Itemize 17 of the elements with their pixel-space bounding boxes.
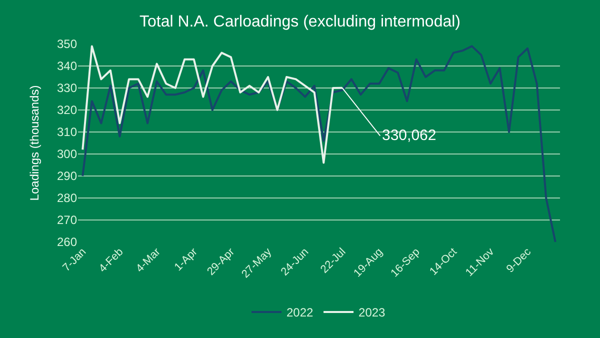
y-tick-label: 290 [56, 169, 78, 184]
legend-label: 2023 [358, 306, 386, 320]
y-tick-label: 350 [56, 37, 78, 52]
y-axis-title: Loadings (thousands) [27, 85, 42, 201]
chart-title: Total N.A. Carloadings (excluding intermodal) [139, 13, 461, 30]
y-tick-label: 330 [56, 81, 78, 96]
annotation: 330,062 [382, 127, 436, 144]
y-tick-label: 280 [56, 191, 78, 206]
y-tick-label: 310 [56, 125, 78, 140]
y-tick-label: 260 [56, 235, 78, 250]
y-tick-label: 340 [56, 59, 78, 74]
line-series [82, 45, 556, 242]
y-tick-label: 270 [56, 213, 78, 228]
y-tick-label: 300 [56, 147, 78, 162]
line-series [82, 45, 344, 164]
y-tick-label: 320 [56, 103, 78, 118]
legend-label: 2022 [286, 306, 314, 320]
